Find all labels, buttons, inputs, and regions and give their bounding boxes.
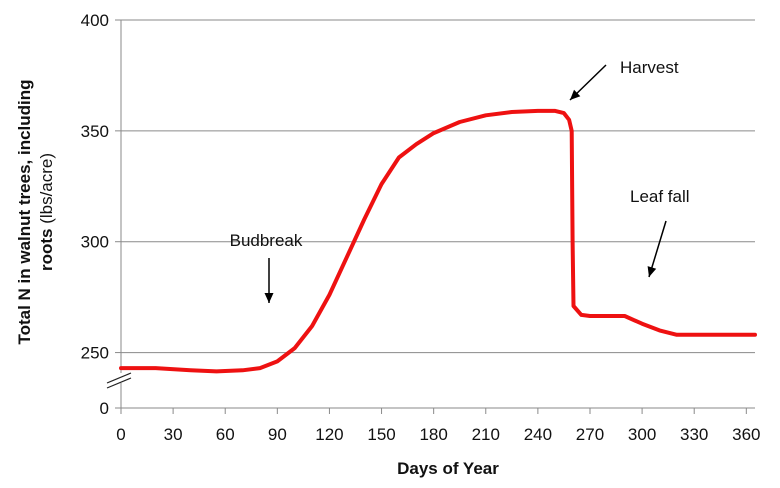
series-layer [119,108,757,374]
x-tick-label-30: 30 [164,425,183,444]
annotations: Budbreak Harvest Leaf fall [230,58,690,303]
x-tick-label-210: 210 [472,425,500,444]
annotation-harvest: Harvest [620,58,679,77]
x-tick-label-150: 150 [367,425,395,444]
axis-break-mark-1 [106,372,132,384]
y-tick-label-300: 300 [81,233,109,252]
series-line-0 [119,108,757,374]
x-tick-label-90: 90 [268,425,287,444]
axis-break-gap [109,373,133,383]
y-tick-label-0: 0 [100,399,109,418]
y-axis-title-roots: roots [37,229,56,272]
annotation-leaf-fall-arrow-head [647,266,657,277]
x-tick-label-180: 180 [419,425,447,444]
x-tick-label-300: 300 [628,425,656,444]
y-tick-label-400: 400 [81,11,109,30]
annotation-harvest-arrow-head [570,89,581,100]
x-tick-label-60: 60 [216,425,235,444]
x-tick-label-360: 360 [732,425,760,444]
y-axis-title-unit: (lbs/acre) [37,153,56,229]
y-axis-title-line1: Total N in walnut trees, including [15,79,34,344]
axis-break-mark-2 [106,377,132,389]
annotation-budbreak: Budbreak [230,231,303,250]
x-tick-label-120: 120 [315,425,343,444]
axes [106,19,755,414]
x-tick-label-0: 0 [116,425,125,444]
annotation-budbreak-arrow-head [264,293,274,303]
x-tick-label-330: 330 [680,425,708,444]
tick-labels: 0 250 300 350 400 0 30 60 90 120 150 180 210 240 270 30… [81,11,761,444]
x-axis-title: Days of Year [397,459,499,478]
y-axis-title: Total N in walnut trees, including roots… [15,79,56,344]
x-tick-label-240: 240 [524,425,552,444]
y-tick-label-250: 250 [81,344,109,363]
y-tick-label-350: 350 [81,122,109,141]
x-tick-label-270: 270 [576,425,604,444]
y-axis-title-line2: roots (lbs/acre) [37,153,56,271]
annotation-leaf-fall: Leaf fall [630,187,690,206]
